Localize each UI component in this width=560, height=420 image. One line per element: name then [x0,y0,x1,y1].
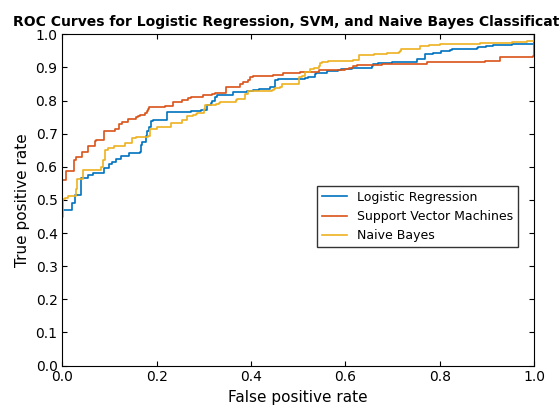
Line: Naive Bayes: Naive Bayes [62,34,534,365]
Legend: Logistic Regression, Support Vector Machines, Naive Bayes: Logistic Regression, Support Vector Mach… [317,186,519,247]
Logistic Regression [150,118,156,123]
Logistic Regression [376,60,383,66]
Naive Bayes [122,140,129,145]
Y-axis label: True positive rate: True positive rate [15,133,30,267]
Logistic Regression [77,179,84,184]
Naive Bayes [434,42,441,47]
Support Vector Machines [240,81,246,86]
Support Vector Machines [59,363,66,368]
Support Vector Machines [482,59,488,64]
Support Vector Machines [119,119,125,124]
Logistic Regression [59,363,66,368]
Logistic Regression [198,108,204,113]
Naive Bayes [308,67,315,72]
Logistic Regression [531,32,538,37]
Line: Logistic Regression: Logistic Regression [62,34,534,365]
Title: ROC Curves for Logistic Regression, SVM, and Naive Bayes Classification: ROC Curves for Logistic Regression, SVM,… [13,15,560,29]
X-axis label: False positive rate: False positive rate [228,390,368,405]
Support Vector Machines [296,70,303,75]
Naive Bayes [316,63,323,68]
Naive Bayes [59,363,66,368]
Logistic Regression [446,47,453,52]
Line: Support Vector Machines: Support Vector Machines [62,34,534,365]
Support Vector Machines [408,62,414,67]
Support Vector Machines [216,90,223,95]
Naive Bayes [477,42,484,47]
Logistic Regression [347,67,353,72]
Support Vector Machines [531,32,538,37]
Naive Bayes [368,52,375,58]
Naive Bayes [531,32,538,37]
